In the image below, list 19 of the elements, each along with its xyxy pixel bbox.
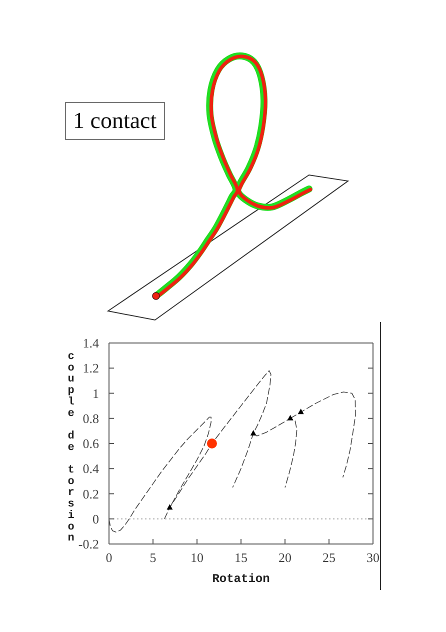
- x-tick-label: 30: [366, 550, 380, 565]
- y-tick-label: 0.4: [82, 461, 100, 476]
- y-tick-label: 1.4: [82, 336, 100, 351]
- x-tick-label: 5: [150, 550, 156, 565]
- text: 1 contact: [65, 102, 165, 140]
- y-tick-label: -0.2: [78, 536, 99, 552]
- text: couple de torsion: [68, 351, 74, 545]
- y-tick-label: 1: [92, 386, 99, 401]
- y-tick-label: 1.2: [82, 360, 99, 376]
- y-tick-label: 0: [92, 511, 99, 526]
- x-axis-title: Rotation: [212, 572, 270, 586]
- y-tick-label: 0.6: [82, 436, 100, 452]
- x-tick-label: 25: [322, 550, 336, 565]
- x-tick-label: 0: [106, 550, 112, 565]
- y-tick-label: 0.2: [82, 486, 99, 502]
- x-tick-label: 15: [234, 550, 248, 565]
- x-tick-label: 20: [278, 550, 292, 565]
- y-tick-label: 0.8: [82, 410, 99, 426]
- x-tick-label: 10: [190, 550, 204, 565]
